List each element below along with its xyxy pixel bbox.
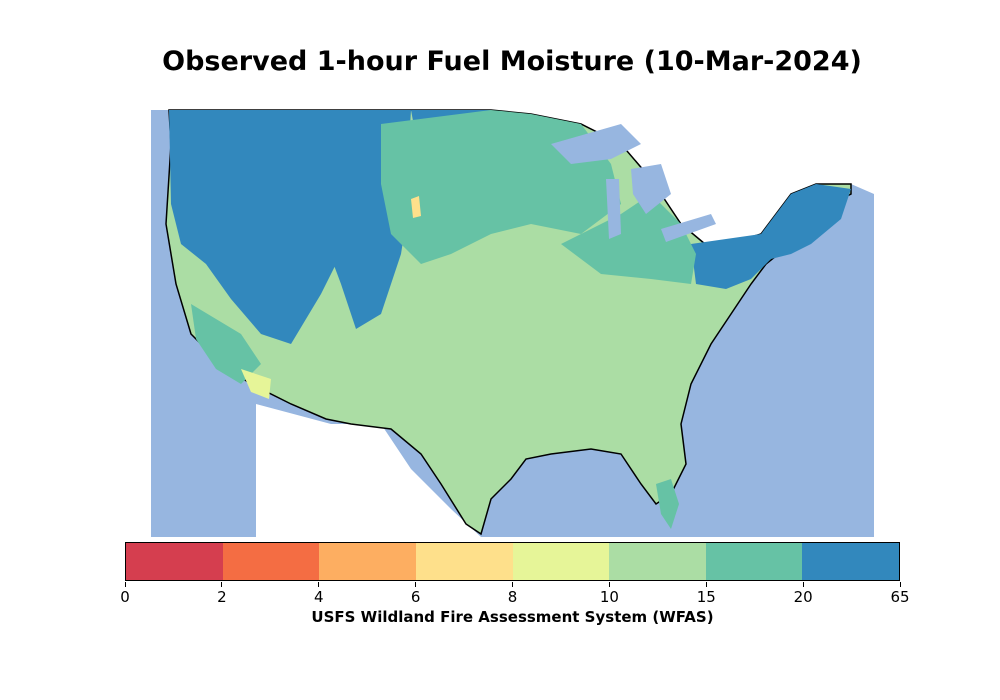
lake-superior bbox=[551, 124, 641, 164]
colorbar-segment bbox=[222, 543, 320, 580]
northeast-blue bbox=[691, 184, 851, 289]
colorbar-tick-label: 2 bbox=[217, 588, 227, 606]
colorbar-ticks: 0 2 4 6 8 10 15 20 65 bbox=[120, 582, 910, 606]
northwest-blue bbox=[169, 110, 411, 344]
california-teal bbox=[191, 304, 261, 384]
colorbar-tick-mark bbox=[318, 582, 320, 587]
colorbar-tick-label: 15 bbox=[696, 588, 716, 606]
lake-michigan bbox=[606, 179, 621, 239]
mexico-land bbox=[256, 404, 481, 537]
colorbar-segment bbox=[126, 543, 223, 580]
canada-land bbox=[151, 84, 874, 249]
colorbar-tick-mark bbox=[124, 582, 126, 587]
colorbar-tick-mark bbox=[512, 582, 513, 587]
colorbar-tick-mark bbox=[221, 582, 223, 587]
colorbar-tick-mark bbox=[415, 582, 417, 587]
colorbar-segment bbox=[802, 543, 899, 580]
colorbar-tick-mark bbox=[802, 582, 804, 587]
colorbar-segment bbox=[319, 543, 416, 580]
map-title: Observed 1-hour Fuel Moisture (10-Mar-20… bbox=[162, 46, 862, 77]
colorbar-tick-label: 20 bbox=[793, 588, 813, 606]
colorbar-tick-label: 4 bbox=[313, 588, 324, 606]
florida-teal bbox=[656, 479, 679, 529]
colorbar-tick-label: 8 bbox=[507, 588, 518, 606]
lake-erie bbox=[661, 214, 716, 242]
colorbar-tick-mark bbox=[899, 582, 901, 587]
colorbar-label: USFS Wildland Fire Assessment System (WF… bbox=[311, 608, 714, 626]
colorbar-segment bbox=[609, 543, 706, 580]
colorbar bbox=[125, 542, 900, 581]
wyoming-yellow bbox=[411, 196, 421, 218]
colorbar-tick-mark bbox=[705, 582, 707, 587]
colorbar-tick-label: 65 bbox=[890, 588, 910, 606]
colorbar-segment bbox=[415, 543, 513, 580]
colorbar-tick-mark bbox=[608, 582, 610, 587]
colorbar-tick-label: 10 bbox=[599, 588, 619, 606]
colorbar-segment bbox=[512, 543, 610, 580]
fuel-moisture-map bbox=[151, 84, 874, 537]
great-lakes-teal bbox=[561, 194, 696, 284]
socal-yellow bbox=[241, 369, 271, 399]
colorbar-tick-label: 0 bbox=[120, 588, 130, 606]
colorbar-tick-label: 6 bbox=[410, 588, 421, 606]
lake-huron bbox=[631, 164, 671, 214]
colorbar-segment bbox=[705, 543, 803, 580]
